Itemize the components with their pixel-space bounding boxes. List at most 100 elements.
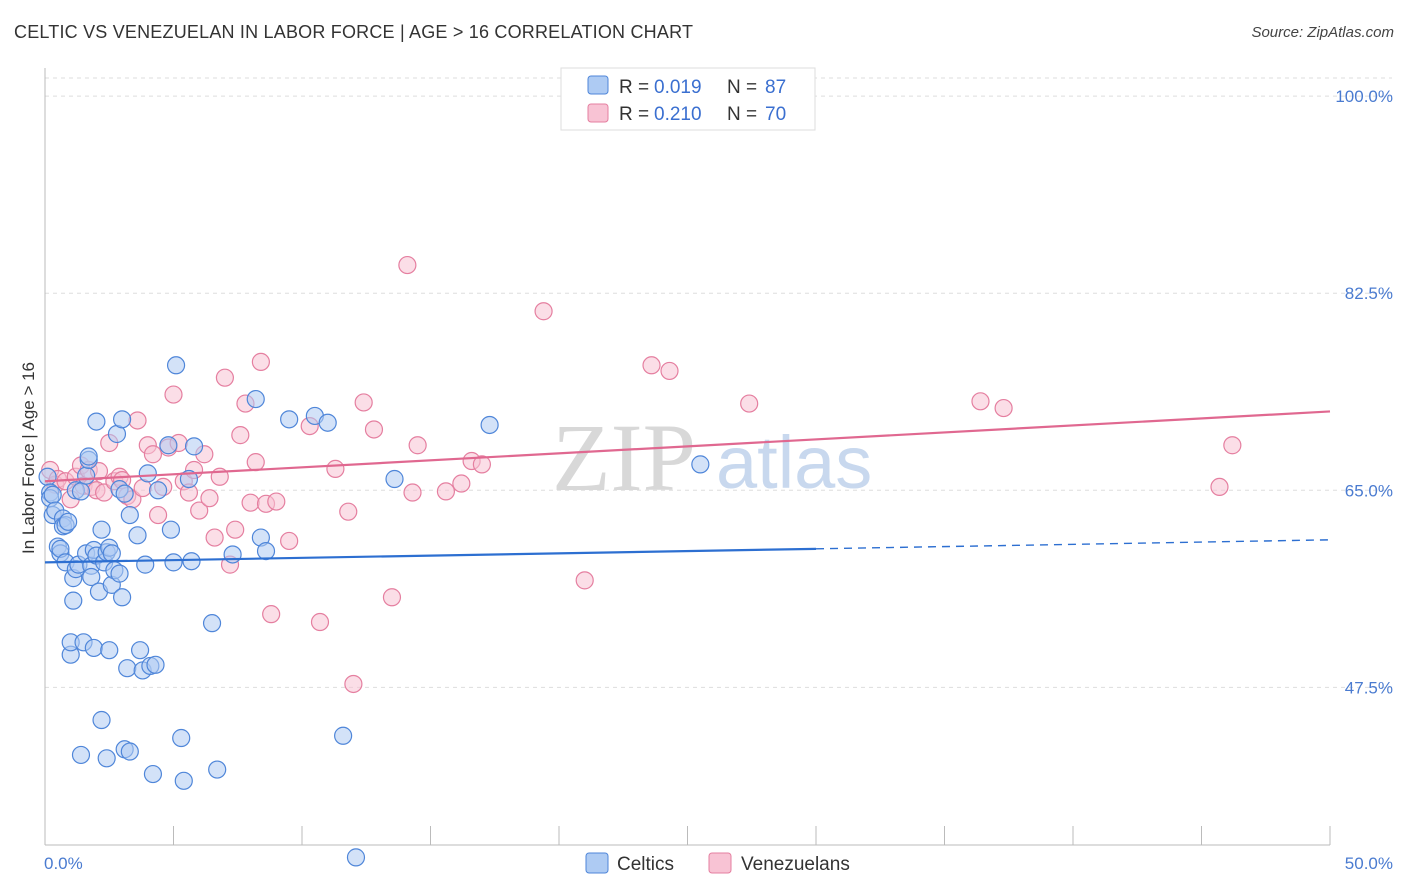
celtics-point <box>174 771 193 790</box>
celtics-point <box>146 655 165 674</box>
venezuelans-point <box>534 302 553 321</box>
celtics-point <box>120 742 139 761</box>
celtics-point <box>202 614 222 633</box>
celtics-point <box>480 415 499 435</box>
celtics-point <box>208 760 227 779</box>
venezuelans-point <box>205 528 224 547</box>
celtics-point <box>256 541 276 561</box>
bottom-legend-swatch-celtics <box>585 852 609 874</box>
celtics-point <box>82 567 101 587</box>
bottom-legend-venezuelans: Venezuelans <box>741 854 850 875</box>
venezuelans-point <box>408 436 427 455</box>
celtics-point <box>164 553 183 572</box>
celtics-point <box>120 505 139 525</box>
celtics-point <box>385 469 404 489</box>
venezuelans-point <box>267 492 286 511</box>
venezuelans-point <box>575 571 594 590</box>
celtics-point <box>172 728 191 748</box>
y-tick-label: 47.5% <box>1345 678 1393 697</box>
legend-n-value-1: 87 <box>765 77 786 98</box>
venezuelans-point <box>354 393 373 412</box>
celtics-point <box>182 552 201 571</box>
celtics-point <box>280 410 299 429</box>
venezuelans-point <box>226 520 245 539</box>
celtics-point <box>159 436 178 455</box>
venezuelans-trend-line <box>44 410 1331 483</box>
celtics-point <box>143 764 163 784</box>
celtics-point <box>346 848 366 867</box>
venezuelans-point <box>436 482 456 501</box>
legend-swatch-venezuelans <box>587 103 609 123</box>
celtics-point <box>115 484 134 503</box>
bottom-legend: Celtics Venezuelans <box>585 852 850 875</box>
celtics-point <box>161 520 181 539</box>
venezuelans-point <box>994 398 1013 418</box>
venezuelans-point <box>246 453 265 472</box>
source-label: Source: ZipAtlas.com <box>1251 24 1394 41</box>
venezuelans-point <box>403 483 422 502</box>
celtics-point <box>112 588 132 607</box>
celtics-point <box>318 413 337 432</box>
venezuelans-point <box>326 459 345 478</box>
celtics-point <box>92 520 111 539</box>
celtics-point <box>148 481 168 500</box>
celtics-point <box>97 749 116 768</box>
venezuelans-point <box>231 426 250 445</box>
venezuelans-point <box>660 361 679 381</box>
celtics-point <box>64 591 83 610</box>
venezuelans-point <box>364 420 384 439</box>
legend-n-label-2: N = <box>727 104 757 125</box>
celtics-point <box>87 412 106 431</box>
legend-swatch-celtics <box>587 75 609 95</box>
venezuelans-point <box>164 385 183 404</box>
venezuelans-point <box>472 455 491 474</box>
celtics-point <box>334 726 353 745</box>
bottom-legend-celtics: Celtics <box>617 854 674 875</box>
celtics-point <box>128 526 147 545</box>
venezuelans-point <box>251 352 270 372</box>
celtics-trend-line <box>44 547 817 564</box>
venezuelans-point <box>128 411 147 430</box>
venezuelans-point <box>241 493 260 512</box>
watermark-atlas: atlas <box>716 421 872 504</box>
venezuelans-point <box>339 502 358 521</box>
celtics-point <box>110 564 129 583</box>
celtics-point <box>38 467 57 486</box>
y-tick-label: 82.5% <box>1345 284 1393 303</box>
legend-r-value-1: 0.019 <box>654 77 702 98</box>
celtics-point <box>100 641 119 660</box>
celtics-point <box>92 710 111 730</box>
venezuelans-point <box>398 255 417 275</box>
celtics-point <box>223 545 242 564</box>
celtics-point <box>43 485 62 504</box>
y-tick-label: 65.0% <box>1345 481 1393 500</box>
venezuelans-point <box>310 612 330 632</box>
venezuelans-point <box>382 588 402 607</box>
venezuelans-point <box>190 501 209 520</box>
chart-title: CELTIC VS VENEZUELAN IN LABOR FORCE | AG… <box>14 22 694 42</box>
legend-r-value-2: 0.210 <box>654 104 702 125</box>
celtics-point <box>77 466 96 485</box>
trend-lines <box>44 410 1331 564</box>
venezuelans-point <box>200 489 219 508</box>
y-tick-labels: 47.5% 65.0% 82.5% 100.0% <box>1335 87 1393 697</box>
celtics-point <box>71 745 91 765</box>
venezuelans-point <box>971 392 990 411</box>
venezuelans-point <box>143 445 163 464</box>
legend-n-label-1: N = <box>727 77 757 98</box>
celtics-point <box>112 410 132 429</box>
celtics-point <box>79 447 98 466</box>
y-tick-label: 100.0% <box>1335 87 1393 106</box>
venezuelans-point <box>215 368 234 387</box>
venezuelans-point <box>148 505 168 525</box>
legend-r-label-2: R = <box>619 104 649 125</box>
venezuelans-point <box>280 531 299 551</box>
venezuelans-point <box>642 356 661 375</box>
celtics-point <box>84 638 103 658</box>
celtics-point <box>130 641 150 660</box>
bottom-legend-swatch-venezuelans <box>708 852 732 874</box>
celtics-point <box>102 544 121 563</box>
venezuelans-point <box>1223 436 1242 455</box>
venezuelans-point <box>344 674 363 694</box>
